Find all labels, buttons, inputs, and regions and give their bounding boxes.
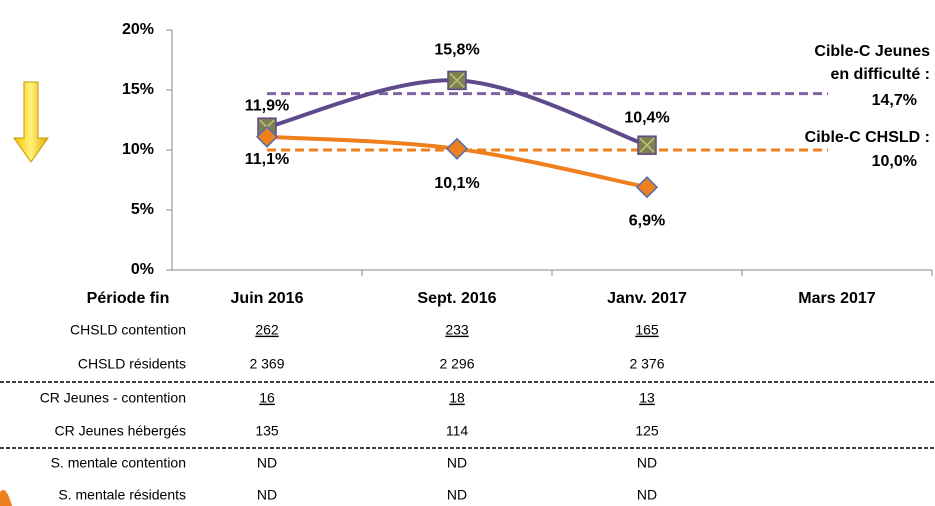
target-value-label: 10,0% [872, 153, 917, 170]
down-arrow-icon [13, 81, 49, 163]
row-label: CR Jeunes hébergés [54, 423, 186, 439]
value-label: 6,9% [629, 212, 665, 229]
table-cell: 13 [639, 390, 655, 406]
table-cell: ND [257, 487, 277, 503]
target-label: Cible-C Jeunes [814, 43, 930, 60]
x-tick-label: Juin 2016 [231, 290, 304, 307]
marker-cross [639, 137, 655, 153]
x-tick-label: Mars 2017 [798, 290, 875, 307]
table-cell: ND [257, 455, 277, 471]
table-cell: 2 369 [249, 356, 284, 372]
value-label: 11,1% [245, 151, 289, 168]
marker-cross [449, 72, 465, 88]
row-label: CR Jeunes - contention [40, 390, 186, 406]
target-label: en difficulté : [830, 66, 930, 83]
target-label: Cible-C CHSLD : [805, 129, 930, 146]
table-cell: 18 [449, 390, 465, 406]
row-label: CHSLD résidents [78, 356, 186, 372]
row-label: S. mentale résidents [58, 487, 186, 503]
table-cell: 233 [445, 322, 469, 338]
row-label: CHSLD contention [70, 322, 186, 338]
value-label: 11,9% [245, 97, 289, 114]
table-header: Période fin [87, 290, 170, 307]
table-cell: ND [447, 487, 467, 503]
value-label: 15,8% [434, 42, 479, 59]
value-label: 10,1% [434, 175, 479, 192]
marker [635, 176, 659, 199]
table-cell: 165 [635, 322, 659, 338]
table-cell: 262 [255, 322, 279, 338]
x-tick-label: Sept. 2016 [417, 290, 496, 307]
target-value-label: 14,7% [872, 92, 917, 109]
x-tick-label: Janv. 2017 [607, 290, 687, 307]
y-tick-label: 0% [131, 261, 154, 278]
table-cell: 16 [259, 390, 275, 406]
table-cell: 2 296 [439, 356, 474, 372]
y-tick-label: 5% [131, 201, 154, 218]
table-cell: ND [637, 455, 657, 471]
y-tick-label: 10% [122, 141, 154, 158]
y-tick-label: 20% [122, 21, 154, 38]
table-cell: 125 [635, 423, 659, 439]
table-cell: 114 [446, 423, 469, 439]
row-label: S. mentale contention [51, 455, 186, 471]
table-cell: ND [447, 455, 467, 471]
table-cell: 2 376 [629, 356, 664, 372]
marker [445, 137, 469, 160]
table-cell: 135 [255, 423, 279, 439]
y-tick-label: 15% [122, 81, 154, 98]
corner-shape [0, 489, 12, 506]
table-cell: ND [637, 487, 657, 503]
value-label: 10,4% [624, 109, 669, 126]
marker [255, 125, 279, 148]
